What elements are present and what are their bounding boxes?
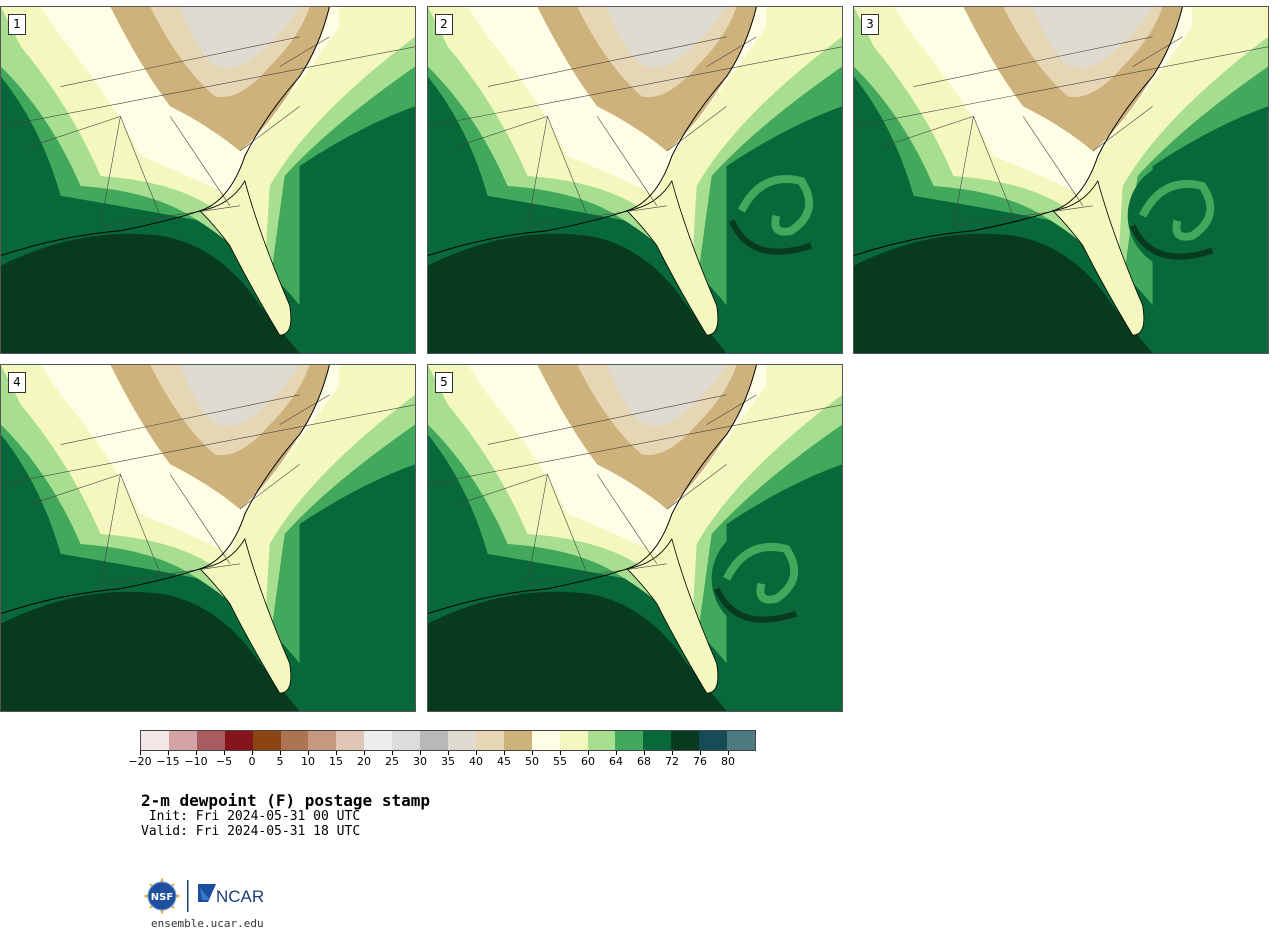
colorbar-tick-mark [364, 751, 365, 755]
colorbar-swatch [364, 731, 393, 750]
logos: NSF NCAR [143, 876, 284, 916]
colorbar-swatch [308, 731, 337, 750]
panel-number: 5 [435, 372, 453, 393]
colorbar-swatch [671, 731, 700, 750]
colorbar-swatch [392, 731, 421, 750]
colorbar-tick-mark [532, 751, 533, 755]
colorbar-swatch [475, 731, 504, 750]
colorbar-tick-mark [616, 751, 617, 755]
colorbar-swatch [168, 731, 197, 750]
colorbar-tick-mark [140, 751, 141, 755]
colorbar-tick-mark [252, 751, 253, 755]
panel-number: 2 [435, 14, 453, 35]
colorbar-tick-label: 76 [693, 755, 707, 768]
colorbar-swatch [141, 731, 169, 750]
colorbar-swatch [224, 731, 253, 750]
colorbar-tick-label: 72 [665, 755, 679, 768]
map-panel-3[interactable]: 3 [853, 6, 1269, 354]
colorbar-tick-mark [588, 751, 589, 755]
colorbar-tick-label: −20 [128, 755, 152, 768]
panel-number: 4 [8, 372, 26, 393]
colorbar-swatch [643, 731, 672, 750]
colorbar-tick-label: −5 [215, 755, 233, 768]
colorbar-swatch [559, 731, 588, 750]
colorbar-tick-mark [644, 751, 645, 755]
colorbar-tick-label: 20 [357, 755, 371, 768]
colorbar-tick-label: 40 [469, 755, 483, 768]
valid-time: Valid: Fri 2024-05-31 18 UTC [141, 824, 361, 839]
colorbar-tick-label: 0 [248, 755, 256, 768]
colorbar-tick-mark [504, 751, 505, 755]
colorbar-tick-label: 15 [329, 755, 343, 768]
colorbar-swatch [420, 731, 448, 750]
map-panel-1[interactable]: 1 [0, 6, 416, 354]
colorbar-swatch [196, 731, 225, 750]
colorbar-swatch [503, 731, 532, 750]
colorbar-tick-label: 25 [385, 755, 399, 768]
dewpoint-map [1, 7, 415, 353]
colorbar-swatch [280, 731, 309, 750]
colorbar-tick-label: −15 [156, 755, 180, 768]
site-url[interactable]: ensemble.ucar.edu [151, 917, 264, 930]
colorbar-tick-mark [672, 751, 673, 755]
colorbar-swatch [336, 731, 365, 750]
colorbar-swatch [252, 731, 281, 750]
colorbar-swatch [615, 731, 644, 750]
colorbar-tick-label: 10 [301, 755, 315, 768]
colorbar [140, 730, 756, 751]
colorbar-tick-mark [224, 751, 225, 755]
dewpoint-map [428, 7, 842, 353]
colorbar-tick-mark [448, 751, 449, 755]
svg-text:NCAR: NCAR [216, 887, 264, 906]
colorbar-tick-mark [476, 751, 477, 755]
colorbar-tick-label: 64 [609, 755, 623, 768]
svg-text:NSF: NSF [151, 892, 173, 903]
plot-title: 2-m dewpoint (F) postage stamp [141, 791, 430, 810]
init-time: Init: Fri 2024-05-31 00 UTC [141, 809, 361, 824]
map-panel-2[interactable]: 2 [427, 6, 843, 354]
colorbar-tick-mark [280, 751, 281, 755]
colorbar-tick-mark [700, 751, 701, 755]
colorbar-swatch [447, 731, 476, 750]
colorbar-tick-mark [560, 751, 561, 755]
colorbar-tick-label: −10 [184, 755, 208, 768]
colorbar-tick-mark [336, 751, 337, 755]
colorbar-tick-mark [168, 751, 169, 755]
map-panel-4[interactable]: 4 [0, 364, 416, 712]
dewpoint-map [854, 7, 1268, 353]
colorbar-tick-mark [392, 751, 393, 755]
dewpoint-map [428, 365, 842, 711]
colorbar-swatch [727, 731, 755, 750]
colorbar-ticks: −20 −15 −10 −5 0 5 10 15 20 25 30 35 40 45 50 55 60 64 68 7… [128, 751, 756, 773]
colorbar-tick-label: 50 [525, 755, 539, 768]
dewpoint-map [1, 365, 415, 711]
colorbar-tick-mark [420, 751, 421, 755]
panel-number: 3 [861, 14, 879, 35]
colorbar-tick-label: 5 [276, 755, 284, 768]
colorbar-swatch [531, 731, 560, 750]
colorbar-tick-label: 60 [581, 755, 595, 768]
colorbar-tick-label: 55 [553, 755, 567, 768]
nsf-logo-icon: NSF NCAR [143, 877, 264, 915]
colorbar-tick-mark [196, 751, 197, 755]
colorbar-tick-mark [728, 751, 729, 755]
map-panel-5[interactable]: 5 [427, 364, 843, 712]
colorbar-tick-label: 68 [637, 755, 651, 768]
colorbar-tick-label: 45 [497, 755, 511, 768]
colorbar-tick-label: 80 [721, 755, 735, 768]
colorbar-swatch [587, 731, 616, 750]
colorbar-tick-label: 35 [441, 755, 455, 768]
colorbar-swatch [699, 731, 728, 750]
colorbar-tick-mark [308, 751, 309, 755]
panel-number: 1 [8, 14, 26, 35]
colorbar-tick-label: 30 [413, 755, 427, 768]
